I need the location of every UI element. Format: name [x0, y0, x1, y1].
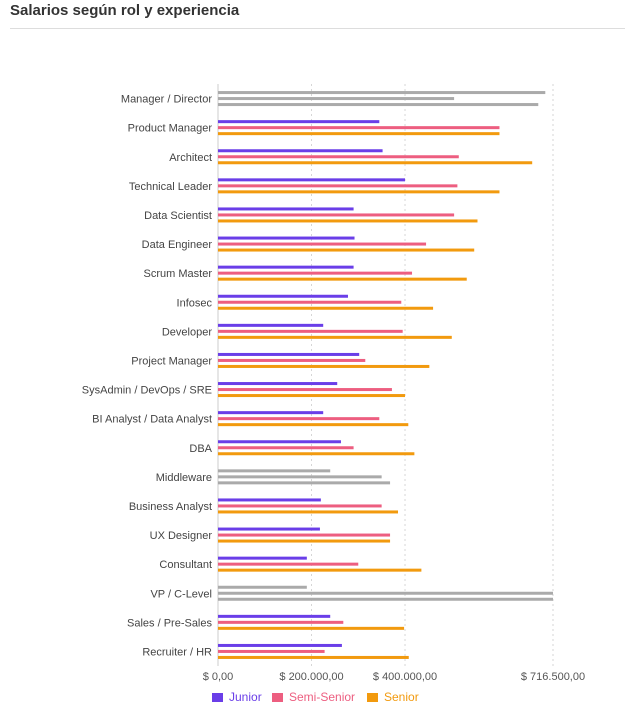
category-label: Data Scientist — [144, 210, 212, 222]
category-label: Recruiter / HR — [142, 646, 212, 658]
x-tick-label: $ 200.000,00 — [279, 671, 343, 683]
bar-junior — [218, 149, 383, 153]
bar-semi-senior — [218, 417, 380, 421]
legend-swatch — [212, 692, 223, 702]
bar-junior — [218, 294, 348, 298]
bar-junior — [218, 178, 406, 182]
bar-junior — [218, 411, 324, 415]
category-label: Sales / Pre-Sales — [127, 617, 212, 629]
chart-title: Salarios según rol y experiencia — [10, 2, 240, 19]
category-label: Architect — [169, 152, 212, 164]
bar-junior — [218, 527, 320, 531]
bar-semi-senior — [218, 620, 344, 624]
bar-junior — [218, 643, 342, 647]
legend-swatch — [272, 692, 283, 702]
bar-semi-senior — [218, 504, 382, 508]
bar-junior — [218, 556, 307, 560]
bar-junior — [218, 469, 331, 473]
bar-senior — [218, 655, 409, 659]
bar-junior — [218, 382, 338, 386]
x-tick-label: $ 716.500,00 — [521, 671, 585, 683]
bar-senior — [218, 539, 391, 543]
category-label: Scrum Master — [144, 268, 213, 280]
legend-label: Senior — [384, 690, 419, 704]
bar-senior — [218, 568, 422, 572]
legend-item[interactable]: Semi-Senior — [272, 690, 355, 704]
bar-semi-senior — [218, 329, 403, 333]
bar-semi-senior — [218, 533, 391, 537]
bar-senior — [218, 597, 553, 601]
bar-semi-senior — [218, 97, 455, 101]
bar-semi-senior — [218, 475, 382, 479]
bar-senior — [218, 481, 391, 485]
category-label: Data Engineer — [142, 239, 213, 251]
bar-senior — [218, 277, 467, 281]
bar-junior — [218, 440, 341, 444]
bar-semi-senior — [218, 446, 354, 450]
legend-label: Semi-Senior — [289, 690, 356, 704]
bar-semi-senior — [218, 388, 392, 392]
bar-senior — [218, 161, 533, 165]
legend-swatch — [367, 692, 378, 702]
bar-semi-senior — [218, 242, 427, 246]
category-label: SysAdmin / DevOps / SRE — [82, 385, 212, 397]
bar-semi-senior — [218, 591, 553, 595]
bar-junior — [218, 352, 360, 356]
legend-item[interactable]: Senior — [367, 690, 419, 704]
bar-junior — [218, 207, 354, 211]
bar-junior — [218, 120, 380, 124]
bar-semi-senior — [218, 358, 366, 362]
bar-chart: Manager / Director Product Manager Archite… — [82, 84, 585, 683]
category-label: Developer — [162, 326, 212, 338]
category-label: Technical Leader — [129, 181, 213, 193]
bar-semi-senior — [218, 300, 402, 304]
bar-senior — [218, 510, 399, 514]
bar-senior — [218, 190, 500, 194]
bar-senior — [218, 364, 430, 368]
bar-junior — [218, 91, 546, 95]
bar-semi-senior — [218, 649, 325, 653]
bar-senior — [218, 335, 452, 339]
bar-junior — [218, 323, 324, 327]
legend-label: Junior — [229, 690, 262, 704]
bar-senior — [218, 423, 409, 427]
bar-semi-senior — [218, 155, 459, 159]
bar-junior — [218, 585, 307, 589]
bar-junior — [218, 236, 355, 240]
category-label: Infosec — [177, 297, 213, 309]
bar-senior — [218, 452, 415, 456]
bar-semi-senior — [218, 126, 500, 130]
category-label: DBA — [189, 443, 212, 455]
bar-junior — [218, 265, 354, 269]
category-label: BI Analyst / Data Analyst — [92, 414, 212, 426]
bar-junior — [218, 614, 331, 618]
bar-senior — [218, 219, 478, 223]
category-label: Product Manager — [128, 123, 213, 135]
category-label: VP / C-Level — [150, 588, 212, 600]
bar-senior — [218, 626, 405, 630]
bar-senior — [218, 103, 539, 107]
bar-semi-senior — [218, 213, 455, 217]
category-label: Consultant — [159, 559, 212, 571]
category-label: Middleware — [156, 472, 212, 484]
category-label: Manager / Director — [121, 94, 212, 106]
bar-semi-senior — [218, 271, 413, 275]
bar-junior — [218, 498, 321, 502]
category-label: Project Manager — [131, 355, 212, 367]
chart-legend: Junior Semi-Senior Senior — [0, 690, 640, 710]
chart-header: Salarios según rol y experiencia — [10, 0, 625, 29]
bar-senior — [218, 306, 434, 310]
category-label: Business Analyst — [129, 501, 212, 513]
bar-senior — [218, 132, 500, 136]
legend-item[interactable]: Junior — [212, 690, 262, 704]
bar-semi-senior — [218, 562, 359, 566]
x-tick-label: $ 0,00 — [203, 671, 234, 683]
category-label: UX Designer — [150, 530, 213, 542]
bar-senior — [218, 394, 406, 398]
x-tick-label: $ 400.000,00 — [373, 671, 437, 683]
bar-semi-senior — [218, 184, 458, 188]
bar-senior — [218, 248, 475, 252]
